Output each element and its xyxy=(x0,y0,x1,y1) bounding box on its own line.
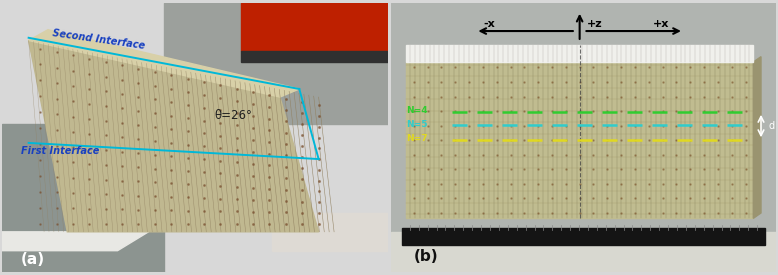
Text: Second Interface: Second Interface xyxy=(52,28,145,51)
Bar xyxy=(406,62,753,218)
Text: d: d xyxy=(769,121,775,131)
Bar xyxy=(391,232,776,272)
Text: +x: +x xyxy=(653,19,669,29)
Text: N=4: N=4 xyxy=(406,106,428,115)
Polygon shape xyxy=(272,213,388,251)
Text: N=7: N=7 xyxy=(406,134,428,143)
Text: N=5: N=5 xyxy=(406,120,427,128)
Polygon shape xyxy=(164,3,388,124)
Text: θ=26°: θ=26° xyxy=(214,109,252,122)
Polygon shape xyxy=(29,30,300,97)
Text: -x: -x xyxy=(483,19,495,29)
Polygon shape xyxy=(29,40,319,232)
Polygon shape xyxy=(2,124,164,272)
Bar xyxy=(402,228,765,245)
Bar xyxy=(406,45,753,62)
Bar xyxy=(241,51,388,62)
Bar xyxy=(241,3,388,51)
Text: (a): (a) xyxy=(21,252,45,267)
Polygon shape xyxy=(2,232,149,251)
Text: (b): (b) xyxy=(414,249,438,265)
Polygon shape xyxy=(753,57,761,218)
Text: First Interface: First Interface xyxy=(21,146,100,156)
Text: +z: +z xyxy=(587,19,603,29)
